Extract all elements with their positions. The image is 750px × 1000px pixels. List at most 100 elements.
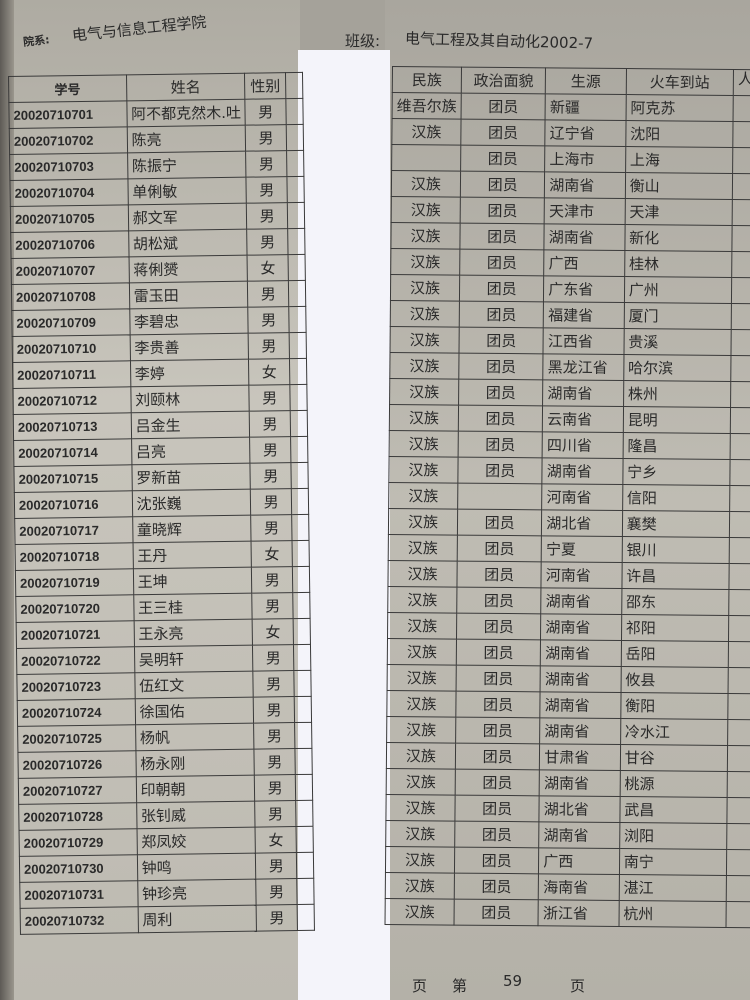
blank-cell <box>285 98 304 125</box>
origin-cell: 湖南省 <box>544 171 626 199</box>
table-row: 20020710705 郝文军男 <box>10 202 305 233</box>
nation-cell: 汉族 <box>386 768 456 796</box>
student-id: 20020710723 <box>16 672 135 701</box>
politics-cell: 团员 <box>456 613 542 640</box>
table-row: 20020710713 吕金生男 <box>13 410 308 441</box>
blank-cell <box>290 410 308 437</box>
table-row: 汉族 团员 广西 桂林 <box>390 248 750 278</box>
col-header-origin: 生源 <box>545 67 627 95</box>
politics-cell: 团员 <box>454 873 539 900</box>
table-row: 20020710718 王丹女 <box>15 540 310 571</box>
table-row: 20020710724 徐国佑男 <box>17 696 312 727</box>
student-name: 王三桂 <box>133 593 253 621</box>
table-row: 汉族 团员 湖南省 新化 <box>390 222 750 252</box>
student-id: 20020710712 <box>12 386 131 415</box>
station-cell: 南宁 <box>619 848 727 876</box>
origin-cell: 福建省 <box>543 301 625 329</box>
station-cell: 冷水江 <box>620 718 728 746</box>
student-name: 陈亮 <box>126 125 246 153</box>
student-id: 20020710720 <box>15 594 134 623</box>
nation-cell: 汉族 <box>391 196 461 224</box>
student-gender: 男 <box>254 748 296 776</box>
blank-cell <box>729 485 750 512</box>
student-gender: 男 <box>252 644 294 672</box>
politics-cell: 团员 <box>458 431 543 458</box>
student-gender: 男 <box>245 150 287 178</box>
table-row: 汉族 团员 黑龙江省 哈尔滨 <box>389 352 750 382</box>
politics-cell: 团员 <box>459 249 545 276</box>
blank-cell <box>732 95 750 122</box>
station-cell: 襄樊 <box>622 510 730 538</box>
student-name: 陈振宁 <box>127 151 247 179</box>
student-gender: 男 <box>251 566 293 594</box>
blank-cell <box>288 306 307 333</box>
blank-cell <box>286 176 305 203</box>
table-row: 汉族 团员 湖南省 邵东 <box>387 586 750 616</box>
station-cell: 武昌 <box>619 796 728 824</box>
nation-cell: 汉族 <box>390 300 460 328</box>
col-header-station: 火车到站 <box>625 68 734 96</box>
station-cell: 沈阳 <box>625 120 733 148</box>
blank-cell <box>730 329 750 356</box>
student-id: 20020710703 <box>9 152 128 181</box>
table-row: 20020710707 蒋俐赟女 <box>11 254 306 285</box>
origin-cell: 云南省 <box>542 405 624 433</box>
station-cell: 甘谷 <box>620 744 728 772</box>
nation-cell: 维吾尔族 <box>392 92 462 120</box>
origin-cell: 湖南省 <box>539 717 621 745</box>
politics-cell: 团员 <box>455 691 541 718</box>
student-gender: 男 <box>247 228 289 256</box>
origin-cell: 河南省 <box>541 483 623 511</box>
student-name: 李婷 <box>130 359 250 387</box>
student-name: 周利 <box>137 905 257 933</box>
origin-cell: 湖南省 <box>542 457 623 485</box>
blank-cell <box>292 566 310 593</box>
nation-cell: 汉族 <box>385 872 455 900</box>
politics-cell: 团员 <box>460 197 545 224</box>
station-cell: 浏阳 <box>619 822 727 850</box>
station-cell: 许昌 <box>621 562 730 590</box>
politics-cell: 团员 <box>461 93 546 120</box>
footer-page-label: 第 <box>452 977 468 995</box>
nation-cell: 汉族 <box>389 378 459 406</box>
blank-cell <box>731 277 750 304</box>
student-id: 20020710730 <box>19 854 138 883</box>
table-row: 20020710708 雷玉田男 <box>11 280 306 311</box>
table-row: 汉族 团员 广西 南宁 <box>385 846 750 876</box>
blank-cell <box>726 849 750 876</box>
blank-cell <box>732 199 750 226</box>
nation-cell: 汉族 <box>390 274 460 302</box>
blank-cell <box>286 150 304 177</box>
student-name: 郝文军 <box>127 203 248 231</box>
origin-cell: 黑龙江省 <box>543 353 624 381</box>
politics-cell: 团员 <box>459 275 544 302</box>
politics-cell: 团员 <box>455 743 540 770</box>
origin-cell: 湖南省 <box>540 639 622 667</box>
student-name: 印朝朝 <box>135 775 256 803</box>
station-cell: 天津 <box>624 198 733 226</box>
student-id: 20020710718 <box>15 542 134 571</box>
origin-cell: 浙江省 <box>538 899 619 927</box>
blank-cell <box>727 719 750 746</box>
politics-cell: 团员 <box>459 223 545 250</box>
nation-cell: 汉族 <box>386 690 457 718</box>
blank-cell <box>291 514 310 541</box>
blank-cell <box>727 667 750 694</box>
blank-cell <box>728 641 750 668</box>
student-id: 20020710719 <box>15 568 134 597</box>
politics-cell: 团员 <box>457 535 542 562</box>
table-row: 20020710719 王坤男 <box>15 566 310 597</box>
blank-cell <box>728 615 750 642</box>
station-cell: 衡阳 <box>620 692 728 720</box>
blank-cell <box>289 384 308 411</box>
nation-cell: 汉族 <box>389 404 459 432</box>
blank-cell <box>726 875 750 902</box>
blank-cell <box>731 251 750 278</box>
blank-cell <box>289 332 307 359</box>
student-id: 20020710715 <box>13 464 132 493</box>
class-label: 班级: <box>345 32 381 50</box>
station-cell: 邵东 <box>621 588 729 616</box>
nation-cell: 汉族 <box>391 118 462 146</box>
table-row: 汉族 团员 湖南省 浏阳 <box>385 820 750 850</box>
table-row: 20020710726 杨永刚男 <box>17 748 313 779</box>
